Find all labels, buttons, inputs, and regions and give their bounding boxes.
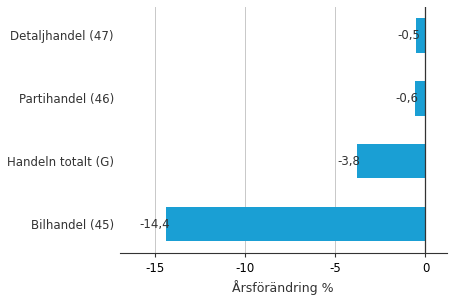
- Text: -0,6: -0,6: [395, 92, 418, 105]
- Bar: [357, 144, 425, 178]
- Text: -3,8: -3,8: [338, 155, 360, 168]
- Bar: [166, 207, 425, 241]
- X-axis label: Årsförändring %: Årsförändring %: [232, 280, 334, 295]
- Bar: [415, 81, 425, 116]
- Bar: [416, 18, 425, 53]
- Text: -0,5: -0,5: [397, 29, 420, 42]
- Text: -14,4: -14,4: [139, 217, 170, 230]
